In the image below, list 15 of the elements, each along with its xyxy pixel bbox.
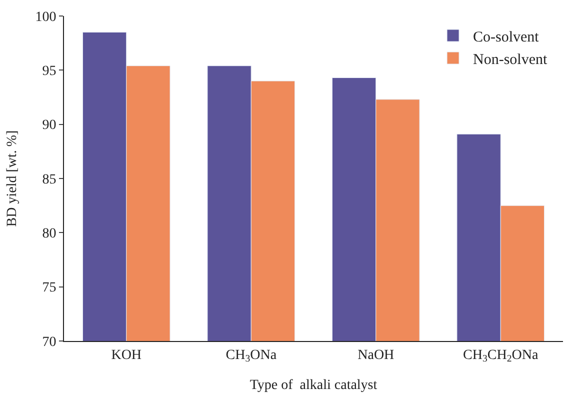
y-tick-label: 75 bbox=[42, 280, 56, 296]
y-tick-label: 90 bbox=[42, 118, 56, 134]
y-tick-label: 70 bbox=[42, 334, 56, 350]
y-tick-label: 95 bbox=[42, 64, 56, 80]
x-tick-label: KOH bbox=[111, 348, 142, 363]
y-tick-label: 85 bbox=[42, 172, 56, 188]
x-tick-label: CH$_{3}$ONa bbox=[226, 348, 278, 365]
x-tick-label: CH$_{3}$CH$_{2}$ONa bbox=[463, 348, 539, 365]
y-tick-label: 80 bbox=[42, 226, 56, 242]
y-axis-title: BD yield [wt. %] bbox=[4, 130, 20, 227]
legend-label: Co-solvent bbox=[473, 29, 540, 46]
x-axis-title: Type of alkali catalyst bbox=[250, 378, 378, 394]
x-tick-label: NaOH bbox=[358, 348, 394, 363]
legend-label: Non-solvent bbox=[473, 52, 548, 68]
y-tick-label: 100 bbox=[35, 10, 56, 25]
